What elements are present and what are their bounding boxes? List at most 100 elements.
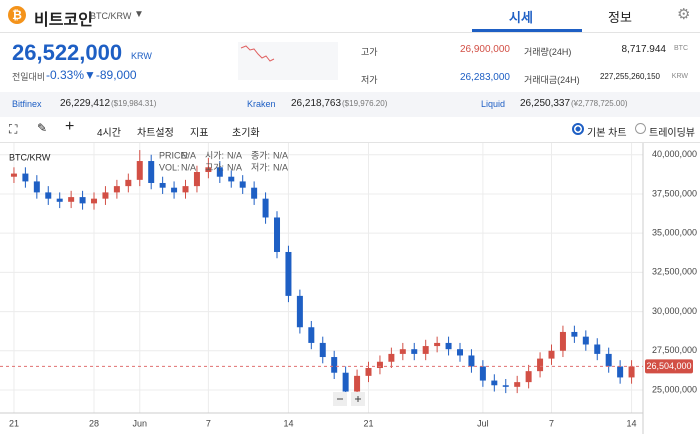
candle-body <box>319 342 326 358</box>
x-tick-label: 21 <box>9 418 19 428</box>
tab[interactable]: 정보 <box>608 10 632 25</box>
crosshair-icon[interactable]: + <box>65 118 75 135</box>
candle-body <box>445 342 452 350</box>
candle-body <box>388 353 395 362</box>
candle-body <box>559 331 566 351</box>
overlay-value: N/A <box>273 162 288 172</box>
candle-body <box>262 198 269 218</box>
candle-body <box>182 186 189 193</box>
radio-selected[interactable] <box>572 123 584 135</box>
overlay-value: N/A <box>181 162 196 172</box>
candle-body <box>274 217 281 252</box>
stat-unit: BTC <box>674 45 688 52</box>
y-tick-label: 37,500,000 <box>652 188 697 198</box>
candle-body <box>399 349 406 354</box>
candle-body <box>365 368 372 376</box>
y-tick-label: 35,000,000 <box>652 228 697 238</box>
y-tick-label: 32,500,000 <box>652 267 697 277</box>
candle-body <box>136 161 143 180</box>
exchange-price: 26,218,763 <box>291 98 342 109</box>
overlay-label: 종가: <box>251 150 270 160</box>
draw-icon[interactable]: ✎ <box>37 121 48 135</box>
candle-body <box>22 173 29 182</box>
candle-body <box>434 342 441 347</box>
indicators[interactable]: 지표 <box>190 128 209 139</box>
change: ▼-89,000 <box>84 68 137 82</box>
candle-body <box>159 182 166 188</box>
candle-body <box>296 295 303 328</box>
candle-body <box>354 375 361 392</box>
chart-settings[interactable]: 차트설정 <box>137 128 174 139</box>
x-tick-label: 21 <box>363 418 373 428</box>
candle-body <box>148 161 155 183</box>
candle-body <box>216 167 223 177</box>
candle-body <box>605 353 612 367</box>
candle-body <box>45 192 52 199</box>
overlay-label: 저가: <box>251 162 270 172</box>
tab[interactable]: 시세 <box>509 10 533 25</box>
exchange-name: Bitfinex <box>12 99 42 109</box>
candle-body <box>422 346 429 354</box>
exchange-price: 26,250,337 <box>520 98 571 109</box>
stat-value: 26,283,000 <box>459 72 510 83</box>
overlay-label: 시가: <box>205 150 224 160</box>
x-tick-label: Jul <box>477 418 489 428</box>
tradingview[interactable]: 트레이딩뷰 <box>649 128 695 139</box>
candle-body <box>617 366 624 378</box>
y-tick-label: 30,000,000 <box>652 306 697 316</box>
overlay-label: VOL: <box>159 162 180 172</box>
pair: BTC/KRW <box>90 11 132 21</box>
exchange-usd: ($19,984.31) <box>111 99 157 108</box>
fullscreen-icon[interactable]: ⛶ <box>9 122 18 136</box>
candle-body <box>239 181 246 188</box>
reset[interactable]: 초기화 <box>232 128 260 139</box>
toolbar: ⛶ ✎ + 4시간 차트설정 지표 초기화 기본 차트 트레이딩뷰 <box>0 117 700 143</box>
radio[interactable] <box>635 123 646 134</box>
y-tick-label: 25,000,000 <box>652 384 697 394</box>
exchange-bar <box>0 92 700 117</box>
basic-chart[interactable]: 기본 차트 <box>587 128 627 139</box>
candle-body <box>102 192 109 199</box>
candle-body <box>68 197 75 202</box>
x-tick-label: 14 <box>627 418 637 428</box>
candle-body <box>79 197 86 204</box>
candle-body <box>548 350 555 359</box>
x-tick-label: 14 <box>283 418 293 428</box>
candle-body <box>33 181 40 193</box>
chart-title: BTC/KRW <box>9 152 51 162</box>
candle-body <box>56 198 63 202</box>
interval[interactable]: 4시간 <box>97 128 121 139</box>
change-pct: -0.33% <box>46 68 85 82</box>
candle-body <box>411 349 418 354</box>
header: ₿ 비트코인 BTC/KRW ▼ 시세 정보 ⚙ <box>0 0 700 33</box>
candle-body <box>468 355 475 367</box>
exchange-usd: ($19,976.20) <box>342 99 388 108</box>
candle-body <box>171 187 178 193</box>
candle-body <box>594 344 601 354</box>
y-tick-label: 40,000,000 <box>652 149 697 159</box>
last-price-tag <box>645 359 693 374</box>
candle-body <box>251 187 258 199</box>
candle-body <box>113 186 120 193</box>
candle-body <box>91 198 98 204</box>
candle-body <box>457 349 464 356</box>
dropdown[interactable]: ▼ <box>134 9 144 20</box>
stat-value: 227,255,260,150 <box>599 72 660 81</box>
x-tick-label: Jun <box>133 418 148 428</box>
candle-body <box>525 371 532 383</box>
candle-body <box>308 327 315 343</box>
candle-body <box>628 366 635 378</box>
settings-icon[interactable]: ⚙ <box>677 6 691 23</box>
candle-body <box>502 385 509 387</box>
overlay-value: N/A <box>227 150 242 160</box>
coin-name: 비트코인 <box>34 12 93 29</box>
candle-body <box>125 179 132 187</box>
x-tick-label: 28 <box>89 418 99 428</box>
exchange-price: 26,229,412 <box>60 98 111 109</box>
stat-unit: KRW <box>671 73 688 80</box>
overlay-label: PRICE: <box>159 150 189 160</box>
price-unit: KRW <box>131 51 152 61</box>
candle-body <box>193 172 200 187</box>
candle-body <box>331 357 338 373</box>
